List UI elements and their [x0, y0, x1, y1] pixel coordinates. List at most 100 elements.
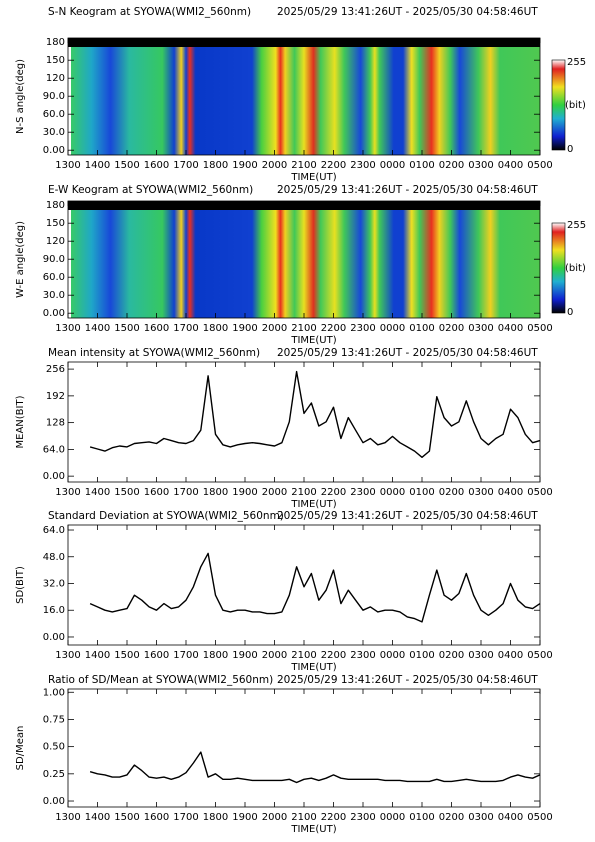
x-tick-label: 1500	[114, 323, 139, 334]
y-tick-label: 192	[46, 391, 65, 402]
panel-title: S-N Keogram at SYOWA(WMI2_560nm)	[48, 6, 251, 18]
x-tick-label: 0200	[439, 323, 464, 334]
x-axis-label: TIME(UT)	[290, 499, 336, 510]
panel-time-range: 2025/05/29 13:41:26UT - 2025/05/30 04:58…	[277, 184, 538, 196]
y-tick-label: 0.25	[43, 769, 65, 780]
x-tick-label: 1300	[55, 323, 80, 334]
x-tick-label: 1900	[232, 160, 257, 171]
y-tick-label: 0.75	[43, 714, 65, 725]
x-tick-label: 1800	[203, 650, 228, 661]
y-tick-label: 0.00	[43, 308, 65, 319]
keogram-image	[68, 38, 540, 155]
x-tick-label: 1900	[232, 487, 257, 498]
x-tick-label: 0400	[498, 487, 523, 498]
y-tick-label: 48.0	[43, 552, 65, 563]
y-axis-label: N-S angle(deg)	[15, 59, 26, 134]
x-tick-label: 1600	[144, 160, 169, 171]
colorbar-unit: (bit)	[565, 263, 586, 274]
y-axis-label: MEAN(BIT)	[15, 395, 26, 448]
x-tick-label: 0500	[527, 650, 552, 661]
y-tick-label: 256	[46, 364, 65, 375]
x-tick-label: 0000	[380, 650, 405, 661]
x-tick-label: 2100	[291, 812, 316, 823]
x-tick-label: 1800	[203, 487, 228, 498]
y-tick-label: 180	[46, 200, 65, 211]
data-line	[89, 751, 541, 784]
x-tick-label: 0500	[527, 812, 552, 823]
x-tick-label: 0100	[409, 650, 434, 661]
plot-frame	[67, 688, 541, 808]
x-tick-label: 0500	[527, 323, 552, 334]
x-tick-label: 1900	[232, 812, 257, 823]
y-tick-label: 120	[46, 236, 65, 247]
x-tick-label: 0100	[409, 323, 434, 334]
x-tick-label: 1600	[144, 487, 169, 498]
y-tick-label: 60.0	[43, 272, 65, 283]
x-axis-label: TIME(UT)	[290, 662, 336, 673]
x-tick-label: 1500	[114, 812, 139, 823]
x-tick-label: 2200	[321, 812, 346, 823]
panel-time-range: 2025/05/29 13:41:26UT - 2025/05/30 04:58…	[277, 510, 538, 522]
keogram-image	[68, 201, 540, 318]
x-tick-label: 2000	[262, 487, 287, 498]
x-tick-label: 0300	[468, 160, 493, 171]
y-axis-label: SD/Mean	[15, 726, 26, 771]
colorbar-min: 0	[567, 144, 573, 155]
x-tick-label: 0100	[409, 160, 434, 171]
x-tick-label: 1600	[144, 650, 169, 661]
x-tick-label: 2200	[321, 650, 346, 661]
x-tick-label: 2000	[262, 323, 287, 334]
y-tick-label: 1.00	[43, 687, 65, 698]
x-tick-label: 1700	[173, 650, 198, 661]
y-tick-label: 60.0	[43, 109, 65, 120]
x-tick-label: 1700	[173, 487, 198, 498]
x-tick-label: 1600	[144, 323, 169, 334]
x-tick-label: 0500	[527, 487, 552, 498]
x-axis-label: TIME(UT)	[290, 824, 336, 835]
y-tick-label: 150	[46, 55, 65, 66]
y-tick-label: 32.0	[43, 578, 65, 589]
x-tick-label: 2200	[321, 487, 346, 498]
y-tick-label: 0.00	[43, 796, 65, 807]
y-tick-label: 64.0	[43, 525, 65, 536]
panel-title: Standard Deviation at SYOWA(WMI2_560nm)	[48, 510, 284, 522]
x-tick-label: 0000	[380, 812, 405, 823]
y-tick-label: 16.0	[43, 605, 65, 616]
x-tick-label: 1800	[203, 812, 228, 823]
x-tick-label: 0400	[498, 323, 523, 334]
x-tick-label: 1800	[203, 323, 228, 334]
colorbar-min: 0	[567, 307, 573, 318]
x-tick-label: 0200	[439, 650, 464, 661]
x-tick-label: 1800	[203, 160, 228, 171]
x-tick-label: 2100	[291, 323, 316, 334]
x-tick-label: 1700	[173, 812, 198, 823]
x-tick-label: 1400	[85, 487, 110, 498]
x-tick-label: 0300	[468, 650, 493, 661]
x-tick-label: 2000	[262, 812, 287, 823]
x-tick-label: 0400	[498, 160, 523, 171]
y-tick-label: 150	[46, 218, 65, 229]
x-tick-label: 1900	[232, 323, 257, 334]
panel-time-range: 2025/05/29 13:41:26UT - 2025/05/30 04:58…	[277, 347, 538, 359]
x-tick-label: 1700	[173, 323, 198, 334]
panel-title: E-W Keogram at SYOWA(WMI2_560nm)	[48, 184, 253, 196]
y-tick-label: 180	[46, 37, 65, 48]
x-tick-label: 2200	[321, 323, 346, 334]
x-tick-label: 1400	[85, 160, 110, 171]
colorbar	[551, 222, 566, 314]
x-tick-label: 0000	[380, 160, 405, 171]
y-tick-label: 120	[46, 73, 65, 84]
x-tick-label: 1500	[114, 160, 139, 171]
y-tick-label: 0.00	[43, 471, 65, 482]
x-tick-label: 2100	[291, 650, 316, 661]
x-tick-label: 1300	[55, 160, 80, 171]
x-tick-label: 1500	[114, 650, 139, 661]
x-tick-label: 2100	[291, 160, 316, 171]
y-tick-label: 30.0	[43, 290, 65, 301]
panel-title: Ratio of SD/Mean at SYOWA(WMI2_560nm)	[48, 674, 273, 686]
x-tick-label: 0300	[468, 323, 493, 334]
y-axis-label: W-E angle(deg)	[15, 221, 26, 298]
panel-title: Mean intensity at SYOWA(WMI2_560nm)	[48, 347, 260, 359]
x-tick-label: 1500	[114, 487, 139, 498]
x-tick-label: 0400	[498, 650, 523, 661]
